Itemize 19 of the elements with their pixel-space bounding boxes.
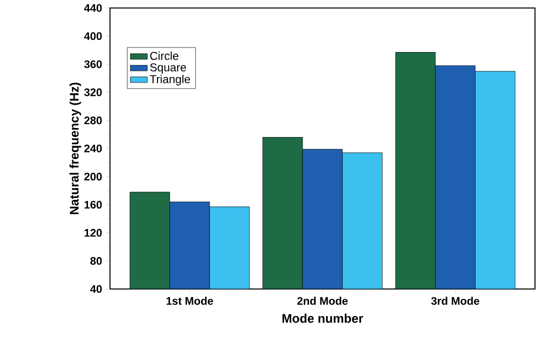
y-tick-label: 400 bbox=[84, 32, 102, 40]
legend-label: Square bbox=[150, 63, 186, 74]
y-tick-label: 160 bbox=[84, 200, 102, 209]
y-tick-label: 240 bbox=[84, 144, 102, 152]
y-tick-label: 80 bbox=[90, 257, 102, 265]
x-axis-title: Mode number bbox=[282, 314, 364, 323]
y-tick-label: 40 bbox=[90, 285, 102, 293]
y-tick-label: 440 bbox=[84, 4, 102, 12]
legend-label: Triangle bbox=[150, 74, 190, 86]
x-tick-label: 1st Mode bbox=[166, 296, 214, 305]
y-tick-label: 360 bbox=[84, 60, 102, 68]
y-tick-label: 320 bbox=[84, 88, 102, 96]
y-tick-label: 120 bbox=[84, 228, 102, 237]
y-tick-label: 280 bbox=[84, 116, 102, 124]
legend-label: Circle bbox=[150, 52, 178, 60]
x-tick-label: 3rd Mode bbox=[431, 296, 480, 305]
x-tick-label: 2nd Mode bbox=[297, 296, 348, 305]
y-axis-title: Natural frequency (Hz) bbox=[69, 82, 82, 214]
y-tick-label: 200 bbox=[84, 172, 102, 180]
